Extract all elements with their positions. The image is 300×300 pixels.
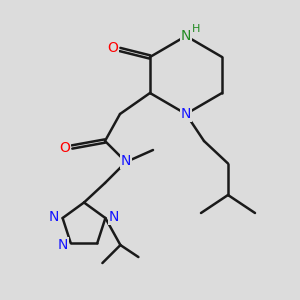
- Text: N: N: [49, 209, 59, 224]
- Text: H: H: [192, 24, 201, 34]
- Text: N: N: [109, 209, 119, 224]
- Text: N: N: [57, 238, 68, 252]
- Text: N: N: [181, 29, 191, 43]
- Text: O: O: [107, 41, 118, 55]
- Text: N: N: [181, 107, 191, 121]
- Text: N: N: [121, 154, 131, 167]
- Text: O: O: [59, 142, 70, 155]
